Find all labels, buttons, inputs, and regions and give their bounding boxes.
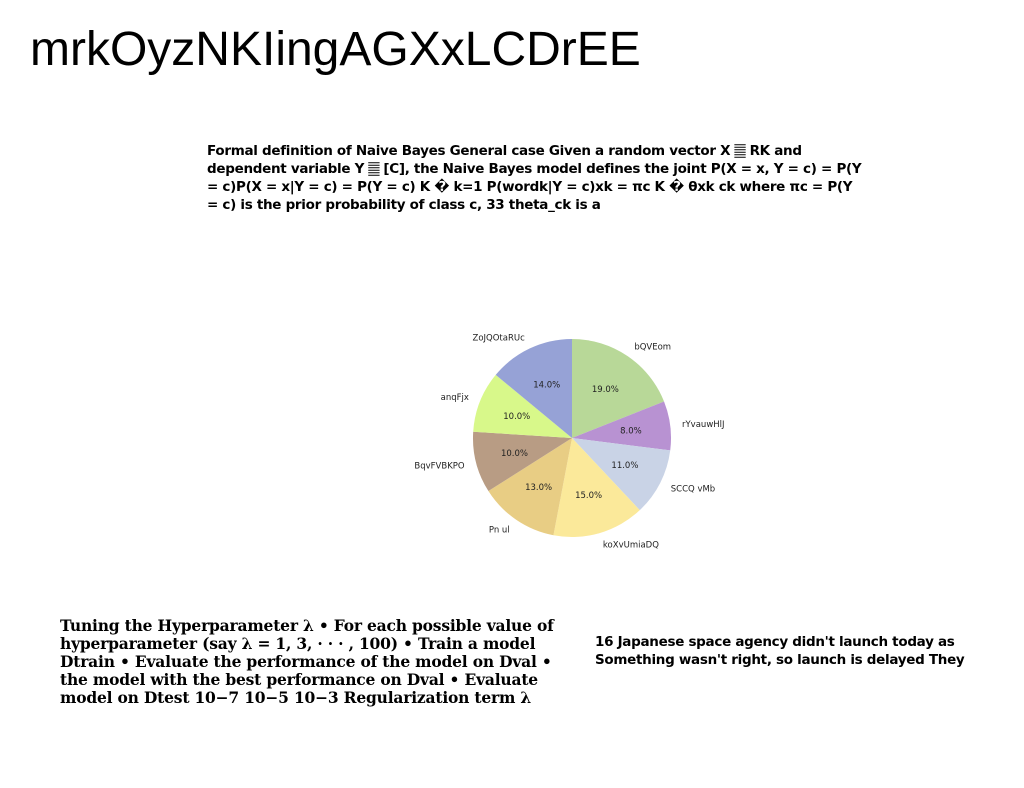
- pie-percent-label: 8.0%: [620, 427, 642, 437]
- pie-percent-label: 11.0%: [611, 461, 638, 471]
- pie-percent-label: 10.0%: [503, 412, 530, 422]
- pie-slice-bqvfvbkpo: [473, 431, 572, 492]
- pie-percent-label: 13.0%: [525, 483, 552, 493]
- space-agency-line-1: 16 Japanese space agency didn't launch t…: [595, 634, 955, 650]
- pie-category-label: ZoJQOtaRUc: [473, 334, 526, 344]
- page-title: mrkOyzNKIingAGXxLCDrEE: [30, 23, 641, 76]
- pie-slice-anqfjx: [473, 374, 572, 438]
- pie-percent-label: 14.0%: [533, 380, 560, 390]
- pie-percent-label: 15.0%: [575, 491, 602, 501]
- pie-slice-pn-ul: [488, 438, 572, 536]
- pie-category-label: SCCQ vMb: [671, 484, 715, 494]
- pie-percent-labels: 19.0% 8.0% 11.0% 15.0% 13.0% 10.0% 10.0% 14.0%: [501, 380, 642, 501]
- pie-category-label: koXvUmiaDQ: [603, 540, 659, 550]
- pie-category-labels: bQVEom rYvauwHlJ SCCQ vMb koXvUmiaDQ Pn ul Bq…: [414, 334, 724, 551]
- pie-slice-koxvumiadq: [553, 438, 640, 537]
- pie-category-label: bQVEom: [634, 342, 671, 352]
- pie-category-label: Pn ul: [489, 526, 510, 536]
- pie-percent-label: 19.0%: [592, 385, 619, 395]
- space-agency-line-2: Something wasn't right, so launch is del…: [595, 652, 965, 668]
- pie-slice-ryvauwhlj: [572, 401, 671, 451]
- pie-percent-label: 10.0%: [501, 449, 528, 459]
- pie-chart: 19.0%8.0%11.0%15.0%13.0%10.0%10.0%14.0% …: [414, 334, 724, 551]
- pie-slice-zojqotaruc: [495, 339, 572, 438]
- pie-category-label: BqvFVBKPO: [414, 462, 464, 472]
- hyperparameter-paragraph: Tuning the Hyperparameter λ • For each p…: [60, 616, 554, 707]
- pie-category-label: rYvauwHlJ: [682, 420, 725, 430]
- naive-bayes-paragraph: Formal definition of Naive Bayes General…: [207, 143, 862, 213]
- space-agency-paragraph: 16 Japanese space agency didn't launch t…: [595, 633, 1015, 669]
- pie-slice-sccq-vmb: [572, 438, 671, 511]
- pie-slice-bqveom: [572, 339, 665, 438]
- pie-category-label: anqFjx: [441, 393, 469, 403]
- pie-slices: [473, 339, 671, 537]
